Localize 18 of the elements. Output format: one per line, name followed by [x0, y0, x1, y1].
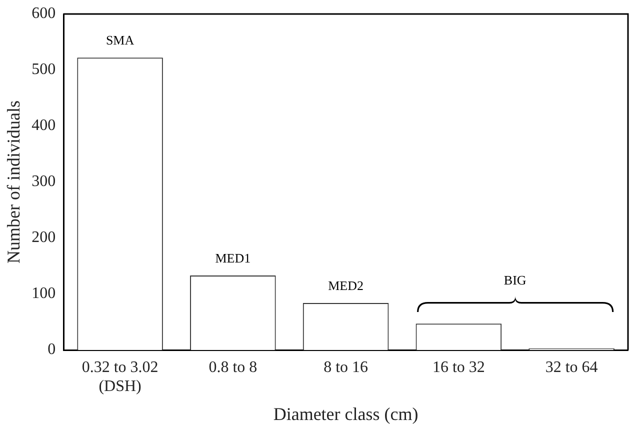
annotation: MED2: [328, 278, 364, 293]
y-tick-label: 100: [32, 285, 56, 302]
x-tick-label: 16 to 32: [432, 358, 485, 376]
x-tick-label: 8 to 16: [324, 358, 368, 376]
annotation: BIG: [504, 272, 526, 288]
y-tick-label: 500: [32, 61, 56, 78]
x-tick-label: 0.8 to 8: [208, 358, 258, 376]
annotation: SMA: [106, 32, 135, 48]
y-tick-label: 400: [32, 117, 56, 134]
y-tick-label: 0: [48, 341, 56, 358]
x-tick-label: 0.32 to 3.02 (DSH): [82, 358, 158, 396]
y-tick-label: 200: [32, 229, 56, 246]
y-tick-label: 300: [32, 173, 56, 190]
y-axis-title: Number of individuals: [4, 100, 24, 264]
x-tick-label: 32 to 64: [545, 358, 598, 376]
annotation: MED1: [215, 250, 251, 266]
y-tick-label: 600: [32, 5, 56, 22]
x-axis-title: Diameter class (cm): [273, 404, 418, 424]
